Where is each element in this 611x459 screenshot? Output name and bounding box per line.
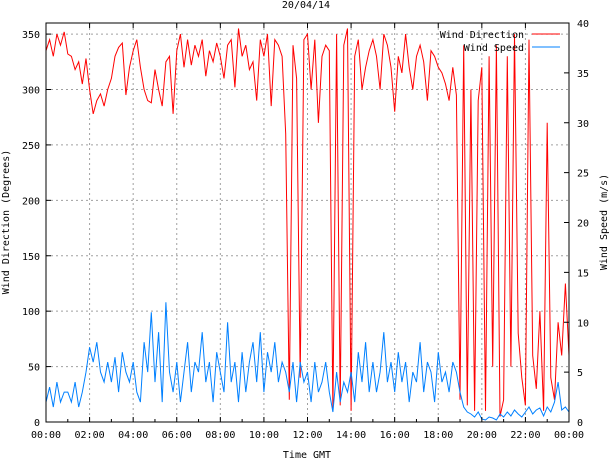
- y-tick-label: 100: [22, 307, 40, 318]
- x-tick-label: 04:00: [118, 430, 148, 441]
- y2-tick-label: 25: [577, 169, 589, 180]
- x-tick-label: 02:00: [75, 430, 105, 441]
- y-tick-label: 0: [34, 418, 40, 429]
- x-tick-label: 22:00: [510, 430, 540, 441]
- x-tick-label: 14:00: [336, 430, 366, 441]
- x-tick-label: 18:00: [423, 430, 453, 441]
- y-axis-label: Wind Direction (Degrees): [1, 150, 12, 295]
- chart-title: 20/04/14: [282, 0, 330, 11]
- x-tick-label: 08:00: [205, 430, 235, 441]
- legend-label-speed: Wind Speed: [464, 43, 524, 54]
- y2-tick-label: 40: [577, 19, 589, 30]
- wind-direction-line: [45, 28, 570, 417]
- y2-tick-label: 35: [577, 69, 589, 80]
- legend: Wind Direction Wind Speed: [440, 30, 560, 54]
- y-tick-label: 300: [22, 86, 40, 97]
- x-tick-label: 00:00: [554, 430, 584, 441]
- x-tick-label: 06:00: [162, 430, 192, 441]
- x-axis-label: Time GMT: [283, 450, 331, 459]
- axis-ticks: 00:00 02:00 04:00 06:00 08:00 10:00 12:00 14:00…: [22, 19, 589, 441]
- y2-tick-label: 5: [577, 368, 583, 379]
- x-tick-label: 12:00: [292, 430, 322, 441]
- y-tick-label: 200: [22, 196, 40, 207]
- x-tick-label: 00:00: [31, 430, 61, 441]
- y2-tick-label: 10: [577, 318, 589, 329]
- x-tick-label: 10:00: [249, 430, 279, 441]
- y2-tick-label: 0: [577, 418, 583, 429]
- x-tick-label: 16:00: [380, 430, 410, 441]
- y2-tick-label: 20: [577, 219, 589, 230]
- y-tick-label: 50: [28, 363, 40, 374]
- y-tick-label: 350: [22, 30, 40, 41]
- legend-label-direction: Wind Direction: [440, 30, 524, 41]
- y2-tick-label: 15: [577, 268, 589, 279]
- y-tick-label: 250: [22, 141, 40, 152]
- y-tick-label: 150: [22, 252, 40, 263]
- y2-tick-label: 30: [577, 119, 589, 130]
- x-tick-label: 20:00: [467, 430, 497, 441]
- y2-axis-label: Wind Speed (m/s): [599, 174, 610, 270]
